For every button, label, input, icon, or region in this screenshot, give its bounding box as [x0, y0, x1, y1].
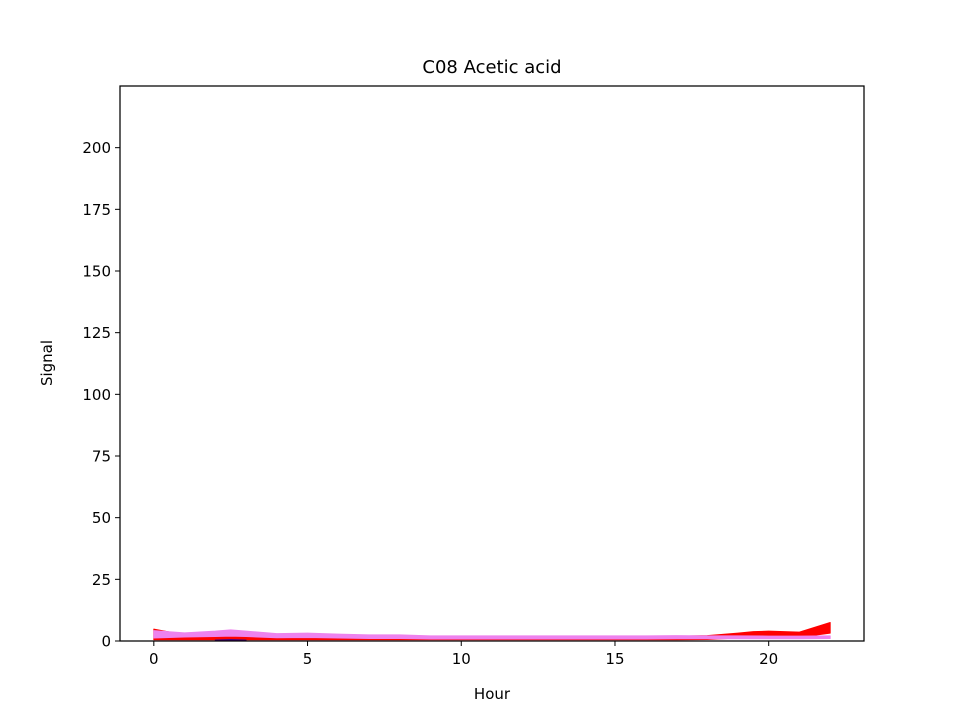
y-tick-label: 150 [82, 263, 111, 281]
x-tick-label: 5 [303, 650, 313, 668]
y-tick-label: 175 [82, 201, 111, 219]
x-tick-label: 0 [149, 650, 159, 668]
y-tick-label: 125 [82, 324, 111, 342]
y-tick-label: 200 [82, 139, 111, 157]
plot-frame [119, 85, 865, 642]
x-axis-label: Hour [474, 685, 511, 703]
x-axis: 0 5 10 15 20 [149, 641, 778, 668]
x-tick-label: 20 [759, 650, 778, 668]
chart-title: C08 Acetic acid [422, 57, 561, 78]
x-tick-label: 10 [452, 650, 471, 668]
plot-area [153, 622, 831, 642]
y-tick-label: 0 [101, 633, 111, 651]
series-band-2 [153, 629, 831, 640]
y-axis: 0 25 50 75 100 125 150 175 200 [82, 139, 120, 651]
y-tick-label: 75 [92, 448, 111, 466]
y-tick-label: 100 [82, 386, 111, 404]
y-axis-label: Signal [38, 340, 56, 386]
y-tick-label: 50 [92, 509, 111, 527]
y-tick-label: 25 [92, 571, 111, 589]
x-tick-label: 15 [605, 650, 624, 668]
